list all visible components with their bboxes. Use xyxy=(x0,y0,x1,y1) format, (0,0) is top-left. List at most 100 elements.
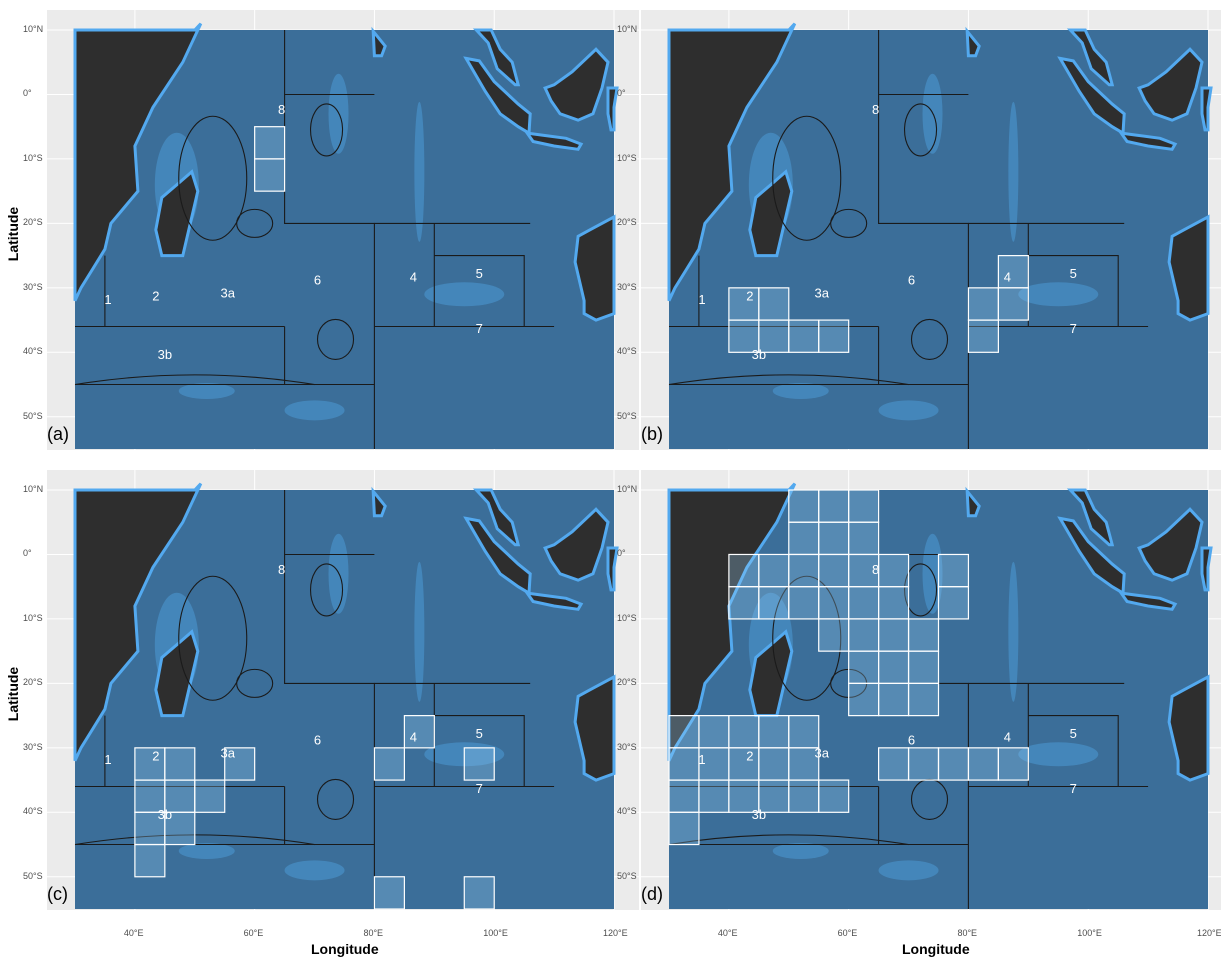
grid-cell xyxy=(164,747,196,781)
map-canvas: 1 2 3a 3b 4 5 6 7 8 xyxy=(47,10,639,450)
grid-cell xyxy=(134,747,166,781)
lat-tick-label: 10°S xyxy=(617,152,637,163)
panel-label: (c) xyxy=(47,884,68,904)
region-label-2: 2 xyxy=(152,749,159,764)
region-label-3b: 3b xyxy=(752,347,766,362)
region-label-1: 1 xyxy=(104,752,111,767)
sulawesi-land xyxy=(1200,546,1213,592)
grid-cell xyxy=(728,715,760,749)
sulawesi-land xyxy=(1200,86,1213,132)
lat-tick-label: 10°N xyxy=(617,484,638,494)
region-label-5: 5 xyxy=(1070,266,1077,281)
lat-tick-label: 20°S xyxy=(23,677,43,688)
grid-cell xyxy=(878,650,910,684)
lat-tick-label: 10°S xyxy=(23,612,43,623)
grid-cell xyxy=(698,715,730,749)
borneo-land xyxy=(543,47,610,122)
indochina-land xyxy=(1066,28,1115,87)
grid-cell xyxy=(878,682,910,717)
lat-tick-label: 10°N xyxy=(23,24,44,34)
lat-tick-label: 0° xyxy=(23,88,32,99)
grid-cell xyxy=(997,255,1029,289)
grid-cell xyxy=(848,618,880,652)
map-panel-c: 1 2 3a 3b 4 5 6 7 8 (c) 10°N 0° 10°S 20°S 30°S 40°S 50°S… xyxy=(23,470,639,938)
region-label-6: 6 xyxy=(314,733,321,748)
lon-tick-label: 40°E xyxy=(717,928,738,938)
lat-tick-label: 30°S xyxy=(617,281,637,292)
region-label-5: 5 xyxy=(476,266,483,281)
lat-tick-label: 30°S xyxy=(23,281,43,292)
grid-cell xyxy=(134,811,166,846)
java-land xyxy=(1118,131,1178,151)
region-label-7: 7 xyxy=(1070,781,1077,796)
eez-boundary xyxy=(910,778,949,820)
map-panel-a: 1 2 3a 3b 4 5 6 7 8 (a) 10°N 0° 10°S 20°S 30°S 40°S 50°S xyxy=(23,10,639,450)
grid-cell xyxy=(818,489,850,523)
region-label-5: 5 xyxy=(1070,726,1077,741)
grid-cell xyxy=(907,682,940,717)
lon-tick-label: 120°E xyxy=(603,928,628,938)
region-label-8: 8 xyxy=(872,562,879,577)
grid-cell xyxy=(997,287,1029,321)
panel-label: (d) xyxy=(641,884,663,904)
grid-cell xyxy=(758,586,790,620)
madagascar-land xyxy=(154,169,200,258)
grid-cell xyxy=(788,489,820,523)
lon-tick-label: 60°E xyxy=(243,928,264,938)
grid-cell xyxy=(698,747,730,781)
indochina-land xyxy=(472,28,521,87)
region-label-2: 2 xyxy=(152,289,159,304)
region-label-6: 6 xyxy=(908,733,915,748)
region-label-3a: 3a xyxy=(814,746,829,761)
grid-cell xyxy=(878,618,910,652)
lon-tick-label: 120°E xyxy=(1197,928,1221,938)
indochina-land xyxy=(472,488,521,547)
region-label-1: 1 xyxy=(104,292,111,307)
lat-tick-label: 40°S xyxy=(617,806,637,817)
kerguelen-plateau xyxy=(878,860,939,881)
lat-tick-label: 10°S xyxy=(617,612,637,623)
grid-cell xyxy=(818,586,850,620)
lat-tick-label: 10°N xyxy=(23,484,44,494)
region-label-3a: 3a xyxy=(220,286,235,301)
grid-cell xyxy=(194,779,226,813)
eez-boundary xyxy=(772,115,842,241)
madagascar-land xyxy=(748,169,794,258)
lat-tick-label: 10°S xyxy=(23,152,43,163)
lon-tick-label: 100°E xyxy=(1077,928,1102,938)
eez-boundary xyxy=(910,318,949,360)
grid-cell xyxy=(788,521,820,556)
grid-cell xyxy=(818,521,850,556)
region-label-8: 8 xyxy=(872,102,879,117)
broken-ridge xyxy=(1018,282,1099,307)
grid-cell xyxy=(848,553,880,588)
grid-cell xyxy=(164,811,196,846)
grid-cell xyxy=(788,715,820,749)
sri-lanka-land xyxy=(965,486,981,518)
lat-tick-label: 50°S xyxy=(617,410,637,421)
region-label-8: 8 xyxy=(278,562,285,577)
crozet-plateau xyxy=(772,382,829,399)
grid-cell xyxy=(788,586,820,620)
region-label-1: 1 xyxy=(698,752,705,767)
region-label-1: 1 xyxy=(698,292,705,307)
region-label-6: 6 xyxy=(908,273,915,288)
region-label-8: 8 xyxy=(278,102,285,117)
grid-cell xyxy=(848,586,880,620)
lon-tick-label: 80°E xyxy=(363,928,384,938)
grid-cell xyxy=(758,747,790,781)
region-label-7: 7 xyxy=(476,321,483,336)
ninetyeast-ridge xyxy=(1008,101,1019,242)
africa-land xyxy=(73,482,203,762)
grid-cell xyxy=(668,747,700,781)
crozet-plateau xyxy=(772,842,829,859)
grid-cell xyxy=(967,319,999,353)
java-land xyxy=(1118,591,1178,611)
region-boundary xyxy=(1028,255,1119,327)
kerguelen-plateau xyxy=(284,400,345,421)
x-axis-title-right: Longitude xyxy=(902,941,970,957)
eez-boundary xyxy=(903,563,938,617)
grid-cell xyxy=(788,553,820,588)
australia-land xyxy=(573,674,616,782)
region-label-4: 4 xyxy=(410,269,417,284)
